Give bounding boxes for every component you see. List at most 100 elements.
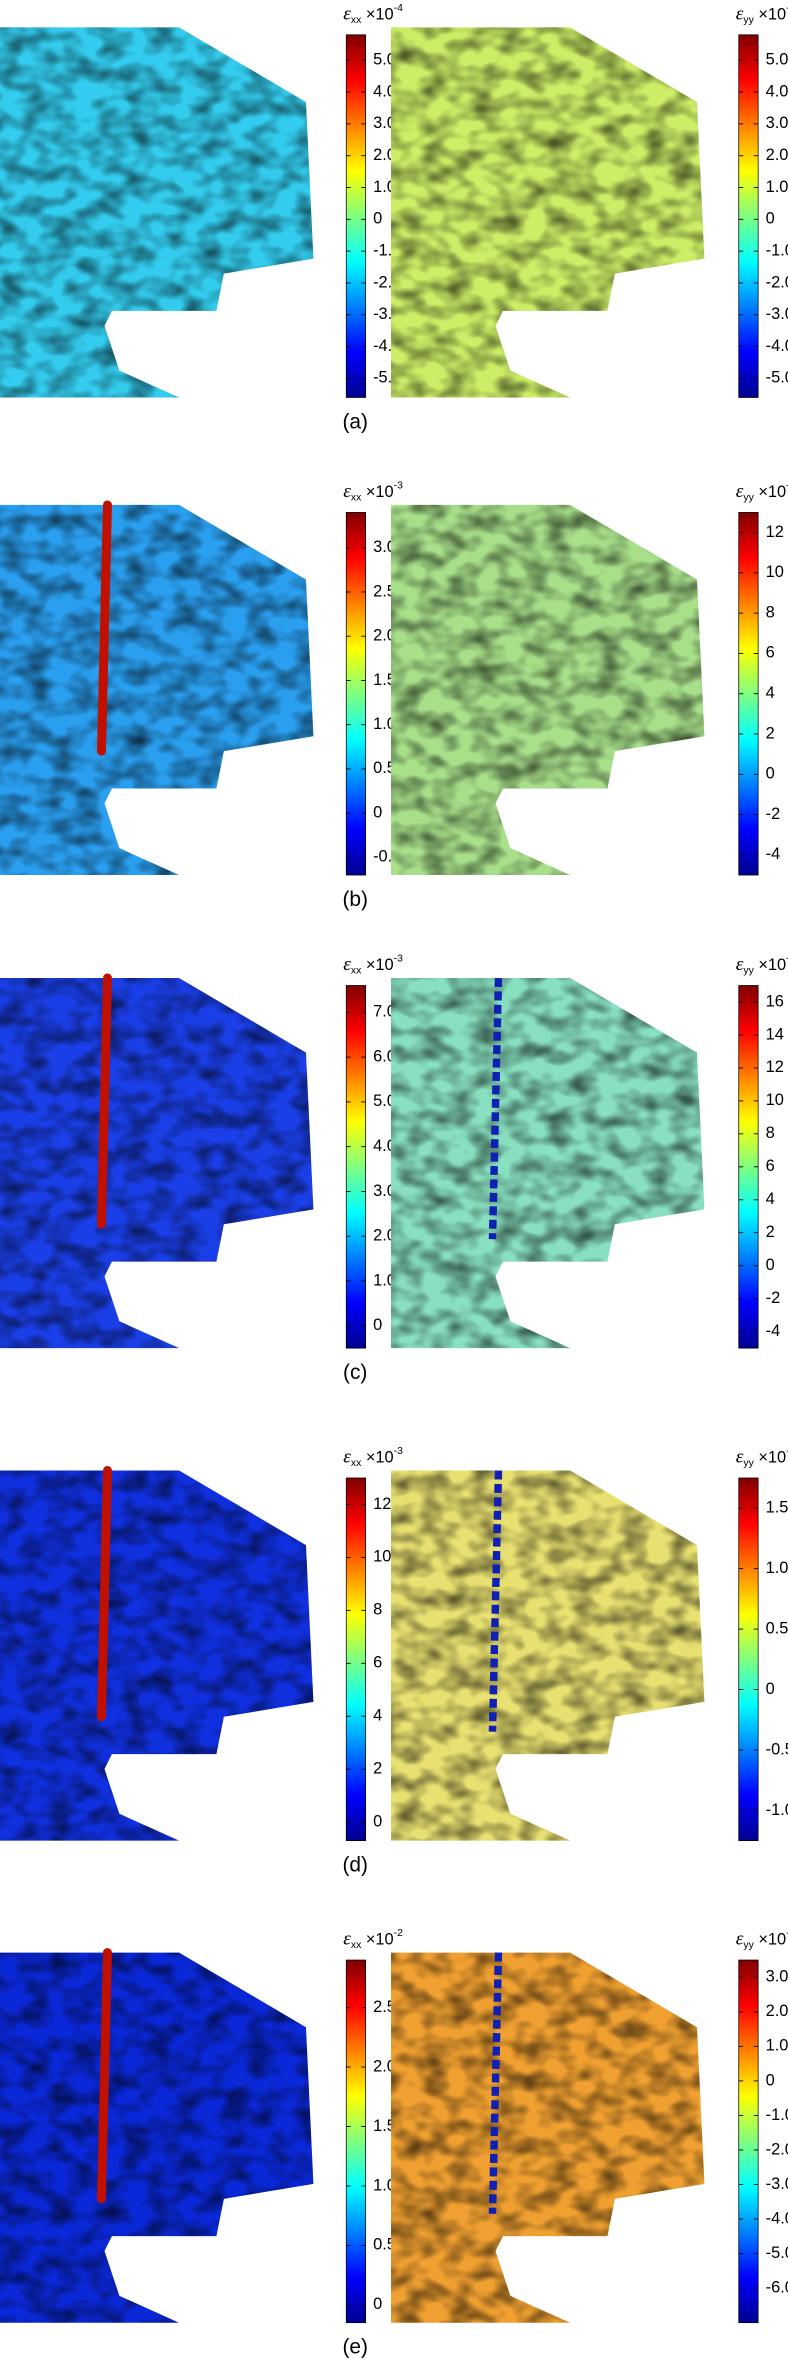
colorbar-tick-label: 0.5 [373, 759, 396, 777]
colorbar-tick-label: 1.0 [373, 178, 396, 196]
colorbar-tick-label: -2 [766, 1289, 781, 1307]
crack [97, 1948, 112, 2204]
colorbar-tick-label: 1.0 [766, 1559, 788, 1577]
symbol: ε [343, 481, 351, 502]
colorbar-title: εyy ×10-3 [736, 1446, 788, 1469]
colorbar-tick-label: 16 [766, 992, 784, 1010]
colorbar-tick-label: 0 [766, 2071, 775, 2089]
colorbar-tick-label: 0.5 [373, 2236, 396, 2254]
symbol: ε [343, 4, 351, 25]
colorbar-title: εxx ×10-4 [343, 3, 403, 26]
colorbar [345, 985, 367, 1349]
colorbar [345, 512, 367, 876]
subscript: yy [743, 492, 754, 503]
colorbar-tick-label: -2 [766, 805, 781, 823]
symbol: ε [343, 1447, 351, 1468]
colorbar-tick-label: 2.0 [766, 2002, 788, 2020]
colorbar [345, 1959, 367, 2324]
exponent: -2 [394, 1928, 403, 1939]
crack [97, 500, 112, 756]
colorbar-tick-label: 1.0 [373, 2176, 396, 2194]
multiplier: ×10 [758, 1449, 786, 1467]
colorbar-tick-label: 1.0 [373, 1271, 396, 1289]
multiplier: ×10 [366, 956, 394, 974]
crack-band [488, 1952, 503, 2214]
exponent: -4 [786, 953, 788, 964]
colorbar-title: εxx ×10-2 [343, 1928, 403, 1951]
subscript: yy [743, 15, 754, 26]
subscript: yy [743, 1940, 754, 1951]
panel-label: (b) [342, 888, 368, 911]
panel-label: (d) [342, 1854, 368, 1877]
colorbar-tick-label: 4 [766, 684, 775, 702]
colorbar-tick-label: -6.0 [766, 2278, 788, 2296]
colorbar-tick-label: 0 [766, 1256, 775, 1274]
colorbar-tick-label: 0 [766, 210, 775, 228]
symbol: ε [736, 4, 744, 25]
colorbar-tick-label: 2 [766, 1223, 775, 1241]
colorbar-tick-label: -4.0 [766, 337, 788, 355]
colorbar-tick-label: 0 [373, 1812, 382, 1830]
colorbar-tick-label: 2.5 [373, 1998, 396, 2016]
exponent: -3 [394, 480, 403, 491]
colorbar-tick-label: 2.0 [373, 146, 396, 164]
symbol: ε [736, 955, 744, 976]
colorbar-tick-label: -0.5 [766, 1740, 788, 1758]
crack-band [488, 977, 503, 1240]
colorbar-tick-label: 1.0 [766, 178, 788, 196]
colorbar-tick-label: 5.0 [766, 51, 788, 69]
colorbar-tick-label: 0 [373, 210, 382, 228]
symbol: ε [343, 955, 351, 976]
colorbar-tick-label: 6 [766, 1157, 775, 1175]
colorbar-title: εyy ×10-4 [736, 480, 788, 503]
subscript: yy [743, 1458, 754, 1469]
panel-label: (a) [342, 410, 368, 433]
multiplier: ×10 [366, 1931, 394, 1949]
colorbar-tick-label: 2.0 [373, 1227, 396, 1245]
colorbar-tick-label: 12 [766, 523, 784, 541]
colorbar-tick-label: 0 [766, 1680, 775, 1698]
colorbar [345, 34, 367, 398]
colorbar-tick-label: -3.0 [766, 305, 788, 323]
multiplier: ×10 [366, 1449, 394, 1467]
multiplier: ×10 [758, 483, 786, 501]
colorbar-tick-label: -2.0 [766, 2140, 788, 2158]
colorbar-tick-label: 4 [766, 1190, 775, 1208]
colorbar-title: εxx ×10-3 [343, 1446, 403, 1469]
strain-texture [0, 978, 314, 1349]
colorbar-tick-label: 8 [766, 603, 775, 621]
colorbar-tick-label: 1.5 [373, 671, 396, 689]
colorbar-tick-label: 3.0 [373, 1182, 396, 1200]
colorbar-tick-label: -5.0 [766, 2244, 788, 2262]
strain-texture [391, 504, 705, 876]
exponent: -3 [786, 1928, 788, 1939]
exponent: -4 [786, 480, 788, 491]
colorbar-tick-label: 6 [373, 1654, 382, 1672]
colorbar-tick-label: -4 [766, 1322, 781, 1340]
strain-texture [0, 1952, 314, 2323]
colorbar [345, 1477, 367, 1842]
crack [97, 973, 112, 1229]
subscript: xx [351, 492, 362, 503]
colorbar-title: εxx ×10-3 [343, 480, 403, 503]
colorbar [738, 34, 759, 398]
strain-texture [0, 1470, 314, 1841]
colorbar-tick-label: 2 [766, 724, 775, 742]
panel-label: (e) [342, 2336, 368, 2359]
colorbar-title: εyy ×10-4 [736, 953, 788, 976]
symbol: ε [736, 1929, 744, 1950]
colorbar-tick-label: -1.0 [766, 2106, 788, 2124]
multiplier: ×10 [758, 1931, 786, 1949]
colorbar-tick-label: 12 [766, 1058, 784, 1076]
colorbar-tick-label: 5.0 [373, 1092, 396, 1110]
subscript: xx [351, 1458, 362, 1469]
colorbar-tick-label: 3.0 [373, 538, 396, 556]
multiplier: ×10 [758, 956, 786, 974]
colorbar-tick-label: 8 [373, 1601, 382, 1619]
strain-texture [0, 27, 314, 398]
exponent: -4 [786, 3, 788, 14]
symbol: ε [736, 1447, 744, 1468]
subscript: xx [351, 965, 362, 976]
